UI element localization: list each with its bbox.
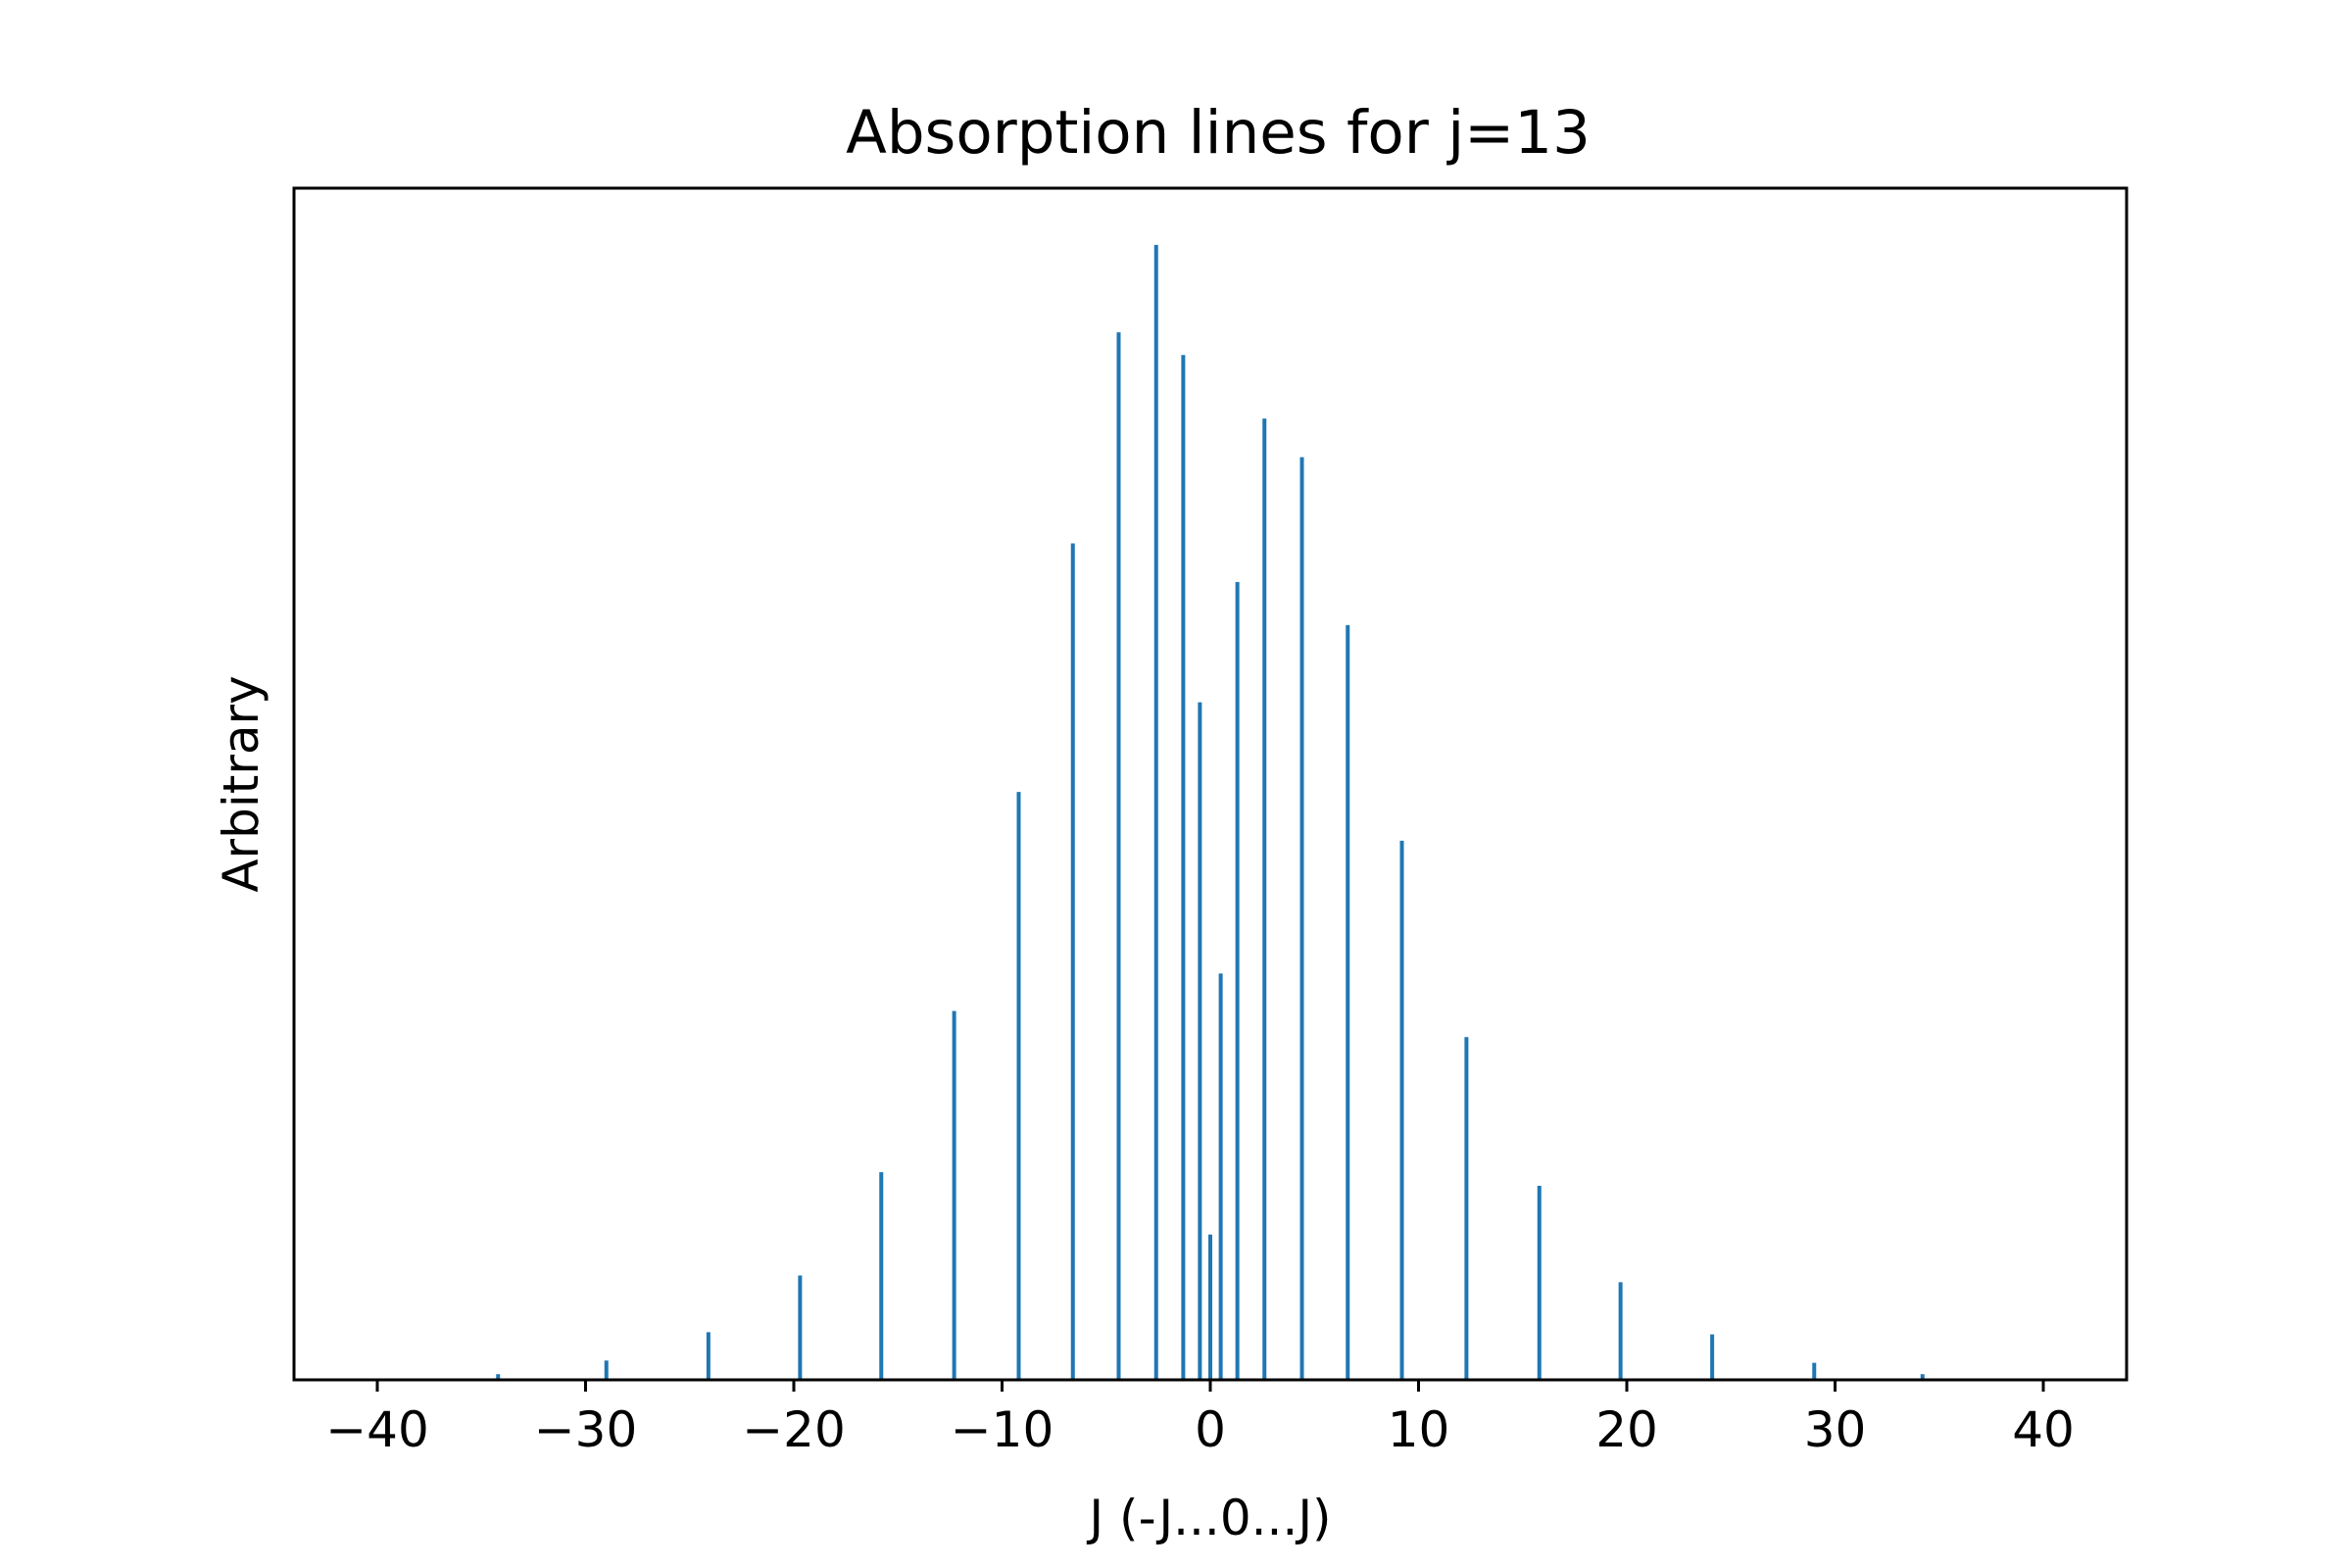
chart-title: Absorption lines for j=13 <box>846 98 1591 168</box>
plot-frame <box>292 186 2129 1382</box>
x-tick-label-4: 0 <box>1195 1401 1226 1458</box>
x-ticks-group: −40 −30 −20 −10 0 10 20 30 40 <box>325 1380 2075 1458</box>
x-tick-label-3: −10 <box>951 1401 1054 1458</box>
bars-group <box>496 244 1925 1380</box>
x-tick-label-0: −40 <box>325 1401 429 1458</box>
x-tick-label-7: 30 <box>1804 1401 1867 1458</box>
x-axis-label: J (-J...0...J) <box>1086 1490 1331 1546</box>
x-tick-label-1: −30 <box>534 1401 638 1458</box>
x-tick-label-6: 20 <box>1595 1401 1658 1458</box>
x-tick-label-8: 40 <box>2012 1401 2075 1458</box>
x-tick-label-5: 10 <box>1388 1401 1450 1458</box>
y-axis-label: Arbitrary <box>213 675 270 892</box>
x-tick-label-2: −20 <box>742 1401 846 1458</box>
